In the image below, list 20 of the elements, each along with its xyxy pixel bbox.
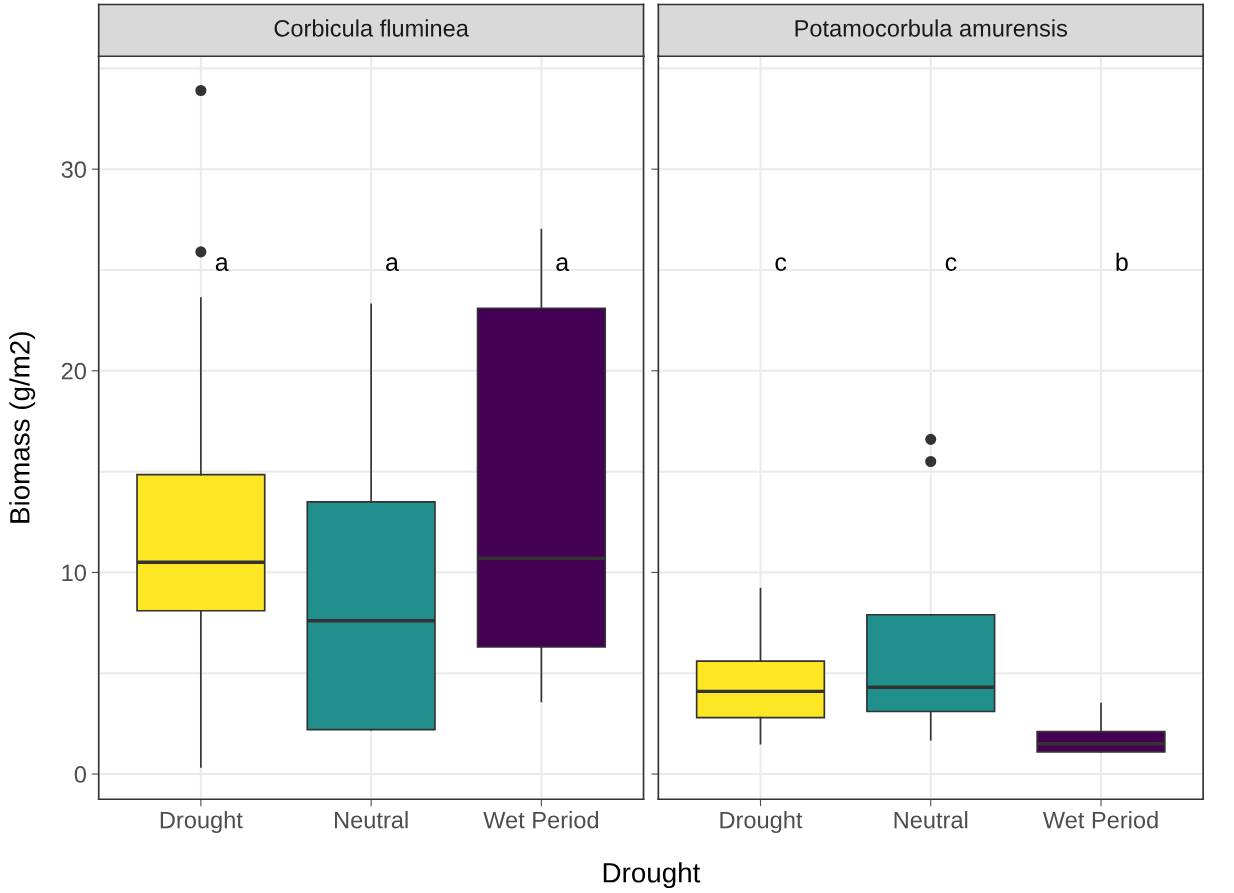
chart-title: Corbicula fluminea bbox=[274, 19, 469, 37]
annotation: a bbox=[556, 257, 570, 271]
x-tick-label: Wet Period bbox=[483, 811, 599, 829]
y-tick-label: 20 bbox=[61, 362, 86, 380]
annotation: a bbox=[215, 257, 229, 271]
annotation: c bbox=[775, 257, 787, 271]
y-tick-label: 0 bbox=[74, 766, 86, 783]
chart-title: Potamocorbula amurensis bbox=[795, 19, 1068, 37]
annotation: c bbox=[945, 257, 957, 271]
x-tick-label: Neutral bbox=[335, 811, 408, 829]
x-axis-title: Drought bbox=[603, 862, 701, 889]
y-tick-label: 30 bbox=[61, 161, 86, 178]
annotation: b bbox=[1116, 252, 1128, 271]
x-tick-label: Drought bbox=[720, 811, 803, 834]
y-tick-label: 10 bbox=[62, 564, 86, 582]
annotation: a bbox=[386, 257, 399, 271]
x-tick-label: Wet Period bbox=[1042, 811, 1158, 829]
x-tick-label: Drought bbox=[160, 811, 243, 834]
x-tick-label: Neutral bbox=[894, 811, 968, 829]
y-axis-title: Biomass (g/m2) bbox=[9, 332, 36, 523]
